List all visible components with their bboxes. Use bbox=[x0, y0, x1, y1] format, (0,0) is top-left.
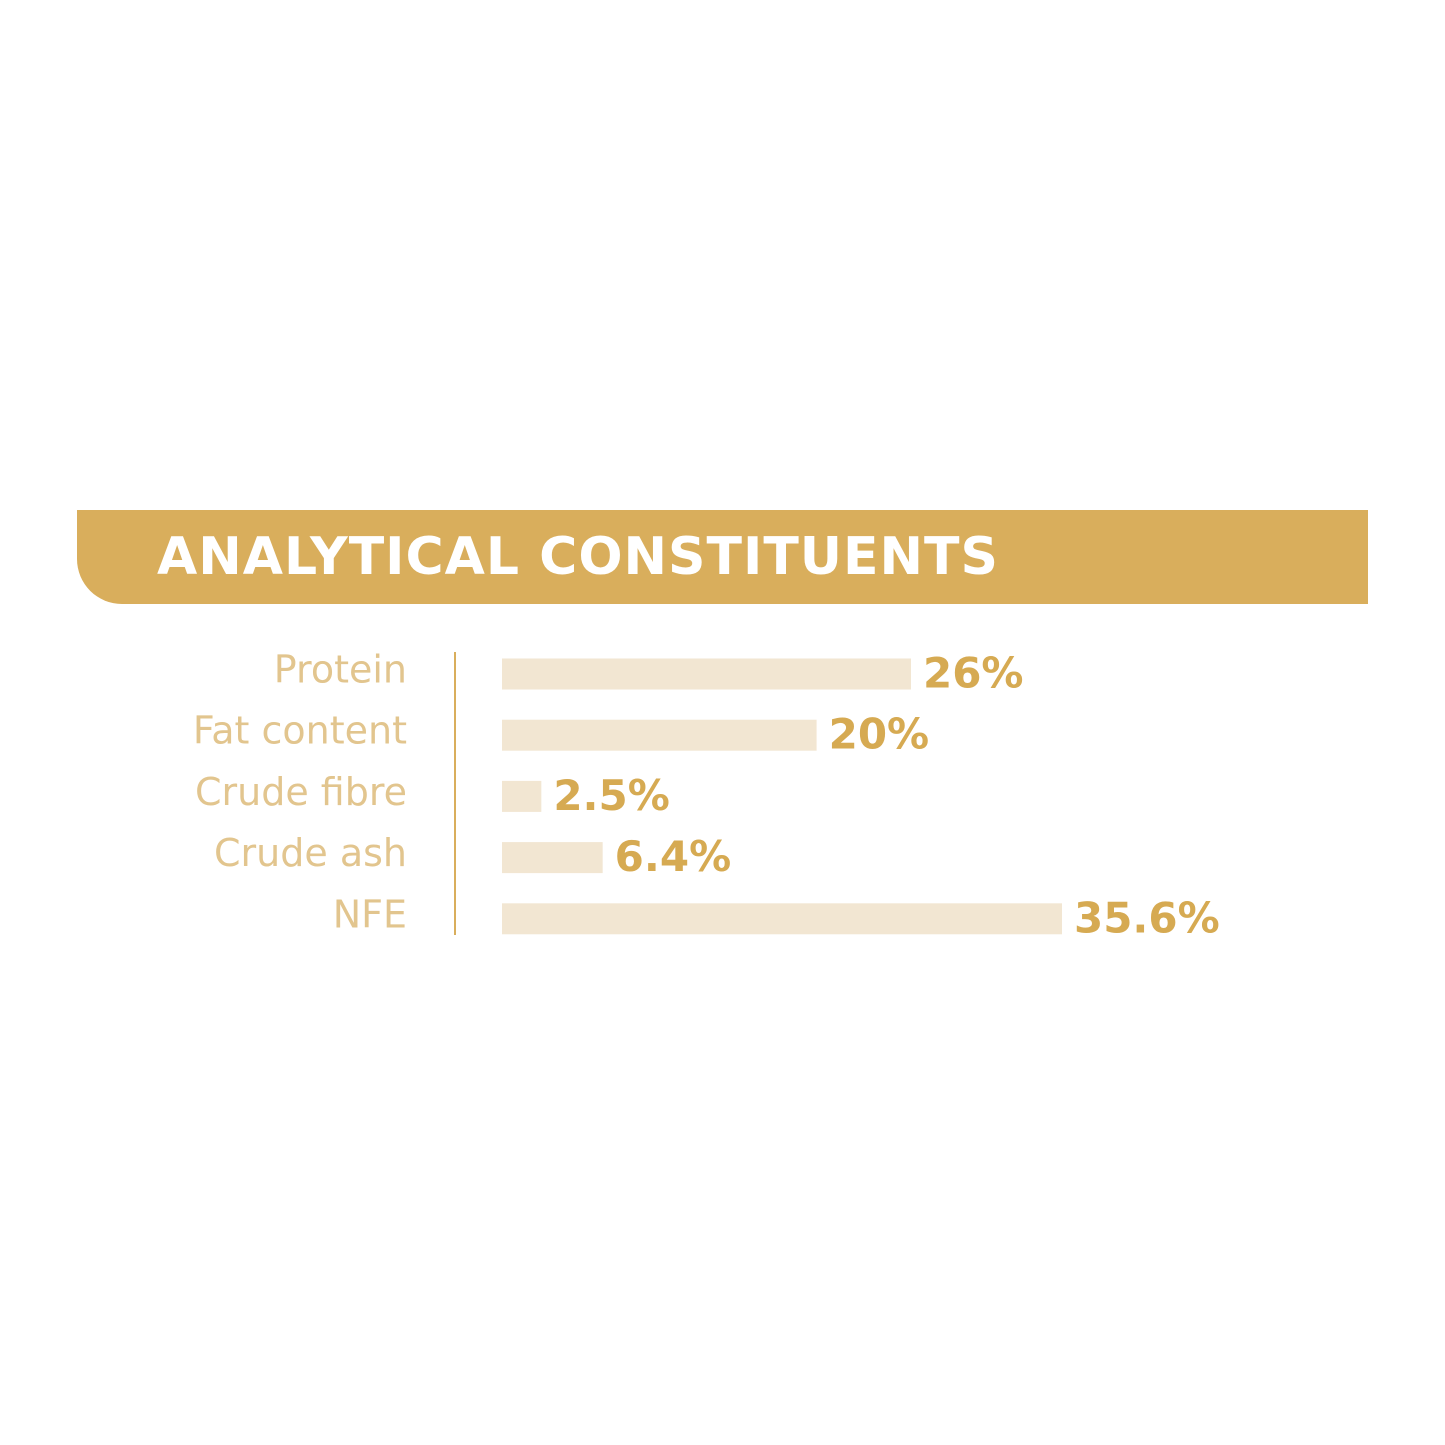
value-label: 35.6% bbox=[1074, 893, 1220, 942]
header-band bbox=[77, 510, 1368, 604]
bar bbox=[502, 903, 1062, 935]
value-label: 26% bbox=[923, 649, 1024, 698]
category-label: Fat content bbox=[193, 709, 407, 753]
category-label: Crude fibre bbox=[195, 770, 407, 814]
bar bbox=[502, 719, 817, 751]
bar bbox=[502, 842, 603, 874]
bar bbox=[502, 780, 542, 812]
chart-title: ANALYTICAL CONSTITUENTS bbox=[157, 527, 999, 587]
bar bbox=[502, 658, 911, 690]
value-label: 6.4% bbox=[615, 832, 731, 881]
category-label: NFE bbox=[333, 892, 407, 936]
category-label: Crude ash bbox=[214, 831, 407, 875]
category-label: Protein bbox=[274, 648, 407, 692]
value-label: 20% bbox=[829, 710, 930, 759]
value-label: 2.5% bbox=[553, 771, 669, 820]
